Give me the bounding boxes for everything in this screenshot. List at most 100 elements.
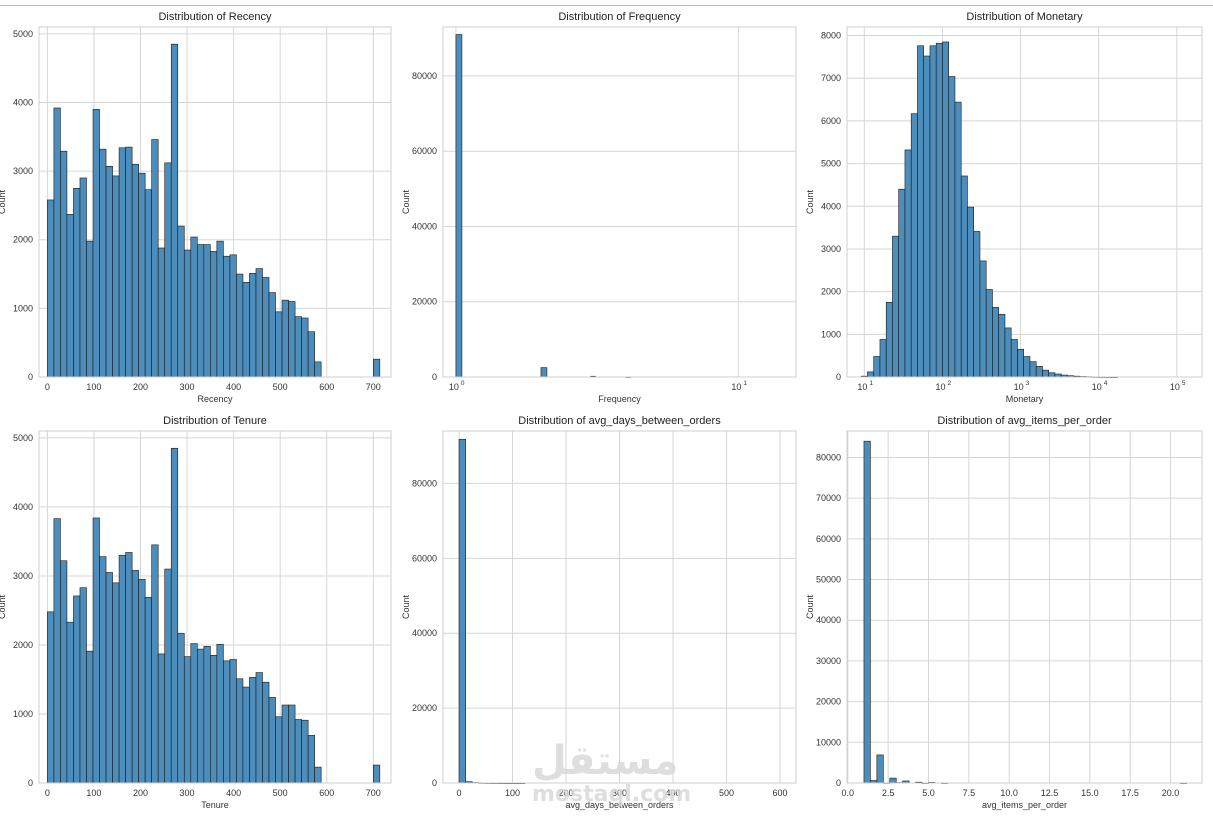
histogram-bar: [197, 648, 205, 784]
histogram-bar: [183, 656, 192, 784]
histogram-bar: [151, 544, 159, 784]
histogram-bar: [242, 281, 250, 378]
x-tick-label: 600: [772, 788, 787, 798]
x-tick-exponent: 5: [1182, 380, 1186, 387]
recency-histogram-panel: 0 1000 2000 3000 4000 5000 0 100 200 300 400 500 600…: [0, 11, 392, 404]
chart-title: Distribution of Recency: [158, 11, 272, 23]
x-tick-label: 20.0: [1162, 788, 1180, 798]
x-tick-label: 100: [86, 382, 101, 392]
x-tick-label: 100: [505, 788, 520, 798]
chart-title: Distribution of avg_days_between_orders: [518, 415, 721, 427]
histogram-bar: [314, 361, 322, 378]
histogram-bar: [268, 697, 276, 784]
histogram-bar: [262, 681, 270, 784]
histogram-bar: [229, 659, 237, 784]
x-tick-label: 0.0: [842, 788, 855, 798]
histogram-bar: [242, 686, 250, 784]
histogram-bar: [197, 244, 205, 378]
y-tick-label: 80000: [412, 478, 437, 488]
y-tick-label: 50000: [816, 575, 841, 585]
y-tick-label: 1000: [821, 329, 841, 339]
histogram-bar: [229, 254, 237, 378]
histogram-bar: [249, 677, 257, 784]
x-tick-label: 700: [366, 788, 381, 798]
x-tick-label: 10: [1014, 382, 1024, 392]
histogram-bar: [170, 43, 179, 378]
histogram-bar: [86, 650, 94, 784]
y-tick-label: 40000: [412, 628, 437, 638]
y-tick-label: 80000: [412, 71, 437, 81]
histogram-bar: [268, 292, 276, 378]
x-tick-label: 400: [665, 788, 680, 798]
x-tick-label: 10: [731, 382, 741, 392]
histogram-bar: [929, 45, 937, 378]
y-tick-label: 20000: [412, 703, 437, 713]
histogram-bar: [935, 42, 943, 378]
histogram-bar: [301, 317, 309, 378]
histogram-bar: [164, 162, 172, 378]
x-tick-label: 300: [180, 788, 195, 798]
y-axis-label: Count: [0, 190, 7, 215]
histogram-bar: [138, 579, 146, 784]
x-tick-label: 300: [612, 788, 627, 798]
histogram-bar: [967, 206, 975, 378]
x-tick-label: 0: [457, 788, 462, 798]
histogram-bar: [60, 150, 68, 378]
y-tick-label: 4000: [821, 201, 841, 211]
histogram-bar: [314, 766, 322, 784]
histogram-bar: [1010, 339, 1018, 378]
y-tick-label: 6000: [821, 116, 841, 126]
histogram-bar: [53, 107, 61, 378]
x-tick-label: 400: [226, 382, 241, 392]
y-tick-label: 5000: [821, 159, 841, 169]
histogram-bar: [458, 438, 466, 784]
top-divider-line: [0, 5, 1213, 6]
x-axis-label: Frequency: [598, 394, 641, 404]
y-tick-label: 40000: [816, 615, 841, 625]
histogram-bar: [992, 307, 1000, 378]
histogram-bar: [112, 175, 120, 378]
histogram-bar: [998, 313, 1006, 378]
histogram-bar: [867, 371, 875, 378]
histogram-bar: [288, 704, 296, 784]
chart-title: Distribution of Tenure: [163, 415, 267, 427]
y-tick-label: 1000: [13, 303, 33, 313]
histogram-bar: [923, 55, 931, 378]
x-tick-label: 7.5: [963, 788, 976, 798]
y-tick-label: 7000: [821, 73, 841, 83]
histogram-bar: [190, 236, 198, 378]
y-tick-label: 5000: [13, 433, 33, 443]
y-tick-label: 40000: [412, 221, 437, 231]
histogram-bar: [118, 554, 126, 784]
histogram-bar: [863, 440, 871, 784]
plot-frame: [846, 26, 1203, 378]
x-tick-exponent: 4: [1104, 380, 1108, 387]
x-tick-exponent: 1: [743, 380, 747, 387]
histogram-bar: [898, 188, 906, 378]
plot-frame: [442, 26, 797, 378]
x-tick-exponent: 0: [461, 380, 465, 387]
x-tick-label: 400: [226, 788, 241, 798]
histogram-bar: [275, 311, 283, 378]
histogram-bar: [540, 367, 548, 378]
histogram-bar: [99, 148, 107, 378]
histogram-bar: [307, 331, 315, 378]
histogram-bar: [60, 560, 68, 784]
histogram-bar: [190, 643, 198, 784]
histogram-bar: [892, 235, 900, 378]
x-tick-label: 0: [45, 382, 50, 392]
histogram-bar: [47, 611, 55, 784]
x-tick-exponent: 2: [947, 380, 951, 387]
y-tick-label: 30000: [816, 656, 841, 666]
y-tick-label: 2000: [13, 235, 33, 245]
chart-title: Distribution of Frequency: [558, 11, 681, 23]
x-tick-label: 10.0: [1000, 788, 1018, 798]
y-tick-label: 2000: [821, 287, 841, 297]
histogram-bar: [954, 101, 962, 378]
y-axis-label: Count: [401, 595, 411, 620]
histogram-bar: [177, 632, 185, 784]
y-tick-label: 2000: [13, 640, 33, 650]
histogram-bar: [53, 518, 61, 784]
avg-days-between-orders-histogram-panel: 0 20000 40000 60000 80000 0 100 200 300 400 500 600…: [401, 415, 797, 810]
y-tick-label: 8000: [821, 31, 841, 41]
